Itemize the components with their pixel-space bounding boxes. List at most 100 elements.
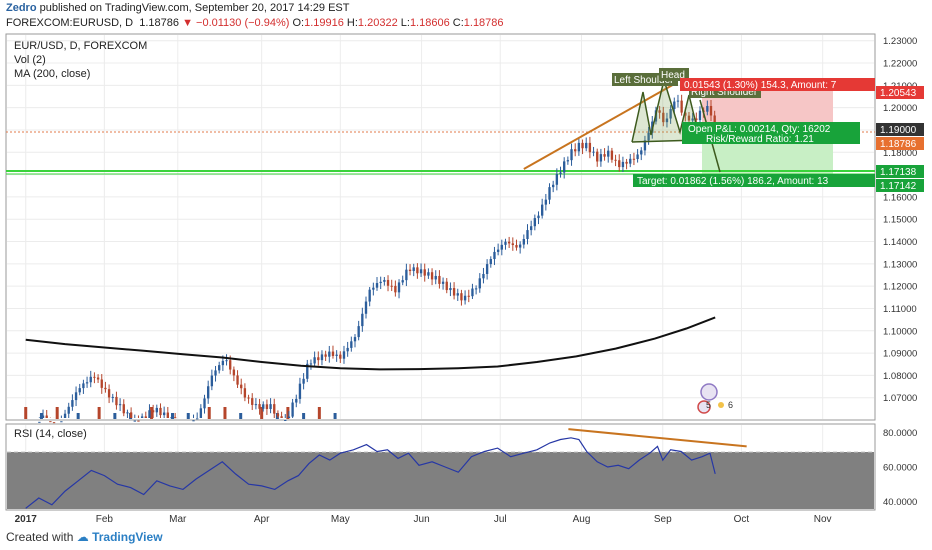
- candle: [368, 289, 371, 302]
- volume-bar: [302, 413, 306, 419]
- candle: [361, 313, 364, 327]
- volume-bar: [76, 413, 80, 419]
- candle: [320, 354, 324, 361]
- open-pl-box: [682, 122, 860, 144]
- candle: [96, 377, 100, 380]
- volume-bar: [171, 413, 175, 419]
- symbol-label: FOREXCOM:EURUSD, D: [6, 17, 134, 29]
- candle: [269, 404, 272, 410]
- last-price: 1.18786: [139, 17, 180, 29]
- tradingview-logo[interactable]: TradingView: [92, 530, 163, 544]
- candle: [82, 383, 85, 389]
- candle: [662, 112, 665, 123]
- high-label: H:: [346, 17, 358, 29]
- candle: [427, 272, 430, 276]
- candle: [691, 118, 694, 121]
- candle: [522, 238, 525, 245]
- candle: [548, 187, 551, 200]
- candle: [49, 421, 52, 423]
- event-flag-icon[interactable]: [700, 383, 718, 401]
- candle: [357, 326, 360, 338]
- candle: [629, 158, 632, 164]
- entry-price-tag: [876, 123, 924, 136]
- price-tick: 1.07000: [883, 393, 917, 404]
- candle: [625, 161, 628, 164]
- candle: [100, 379, 103, 388]
- candle: [291, 402, 294, 417]
- candle: [515, 245, 518, 248]
- volume-bar: [24, 407, 28, 419]
- price-trendline[interactable]: [523, 82, 677, 170]
- time-tick: Jun: [414, 514, 430, 525]
- candle: [585, 142, 588, 149]
- event-dot-icon: [718, 402, 724, 408]
- candle: [698, 110, 702, 121]
- candle: [592, 151, 595, 153]
- candle: [93, 376, 96, 378]
- created-with: Created with: [6, 530, 74, 544]
- candle: [324, 354, 327, 357]
- price-tick: 1.15000: [883, 215, 917, 226]
- candle: [394, 285, 397, 293]
- price-tick: 1.20000: [883, 103, 917, 114]
- candle: [471, 288, 474, 297]
- event-flag-icon[interactable]: [697, 400, 711, 414]
- candle: [309, 363, 313, 365]
- candle: [375, 283, 379, 288]
- candle: [104, 387, 107, 390]
- candle: [126, 412, 129, 414]
- time-tick: Nov: [814, 514, 832, 525]
- price-tick: 1.11000: [883, 304, 917, 315]
- candle: [89, 376, 92, 383]
- candle: [364, 301, 368, 314]
- candle: [438, 275, 441, 284]
- down-arrow-icon: ▼: [182, 17, 193, 29]
- candle: [41, 415, 45, 418]
- time-tick: Mar: [169, 514, 187, 525]
- candle: [67, 406, 70, 414]
- candle: [478, 278, 481, 289]
- price-tick: 1.23000: [883, 36, 917, 47]
- open-label: O:: [292, 17, 305, 29]
- candle: [669, 109, 672, 119]
- close-value: 1.18786: [463, 17, 504, 29]
- event-count-1: 5: [706, 400, 711, 410]
- volume-bar: [97, 407, 101, 419]
- candle: [533, 218, 537, 227]
- candle: [526, 230, 529, 239]
- candle: [342, 351, 346, 359]
- price-tick: 1.12000: [883, 282, 917, 293]
- candle: [111, 396, 114, 398]
- candle: [452, 288, 456, 296]
- candle: [603, 154, 606, 157]
- volume-bar: [286, 407, 290, 419]
- time-tick: Sep: [654, 514, 672, 525]
- candle: [599, 154, 603, 162]
- stop-label: 0.01543 (1.30%) 154.3, Amount: 7: [684, 80, 837, 91]
- candle: [684, 112, 687, 116]
- candle: [596, 151, 599, 162]
- rsi-trendline[interactable]: [568, 428, 747, 448]
- candle: [170, 417, 173, 419]
- candle: [166, 412, 169, 418]
- candle: [386, 279, 390, 286]
- candle: [71, 400, 74, 407]
- head-tag: [659, 68, 689, 81]
- volume-bar: [333, 413, 337, 419]
- author-name[interactable]: Zedro: [6, 2, 37, 14]
- time-tick: Feb: [96, 514, 114, 525]
- candle: [687, 115, 691, 121]
- candle: [52, 422, 56, 424]
- candle: [129, 412, 133, 418]
- candle: [636, 154, 639, 160]
- volume-bar: [39, 413, 43, 419]
- candle: [665, 118, 669, 123]
- candle: [196, 418, 199, 420]
- publish-info: Zedro published on TradingView.com, Sept…: [6, 2, 349, 14]
- candle: [372, 287, 375, 290]
- target-price: 1.17138: [880, 167, 917, 178]
- candle: [695, 118, 698, 121]
- candle: [640, 150, 643, 155]
- candle: [445, 281, 448, 291]
